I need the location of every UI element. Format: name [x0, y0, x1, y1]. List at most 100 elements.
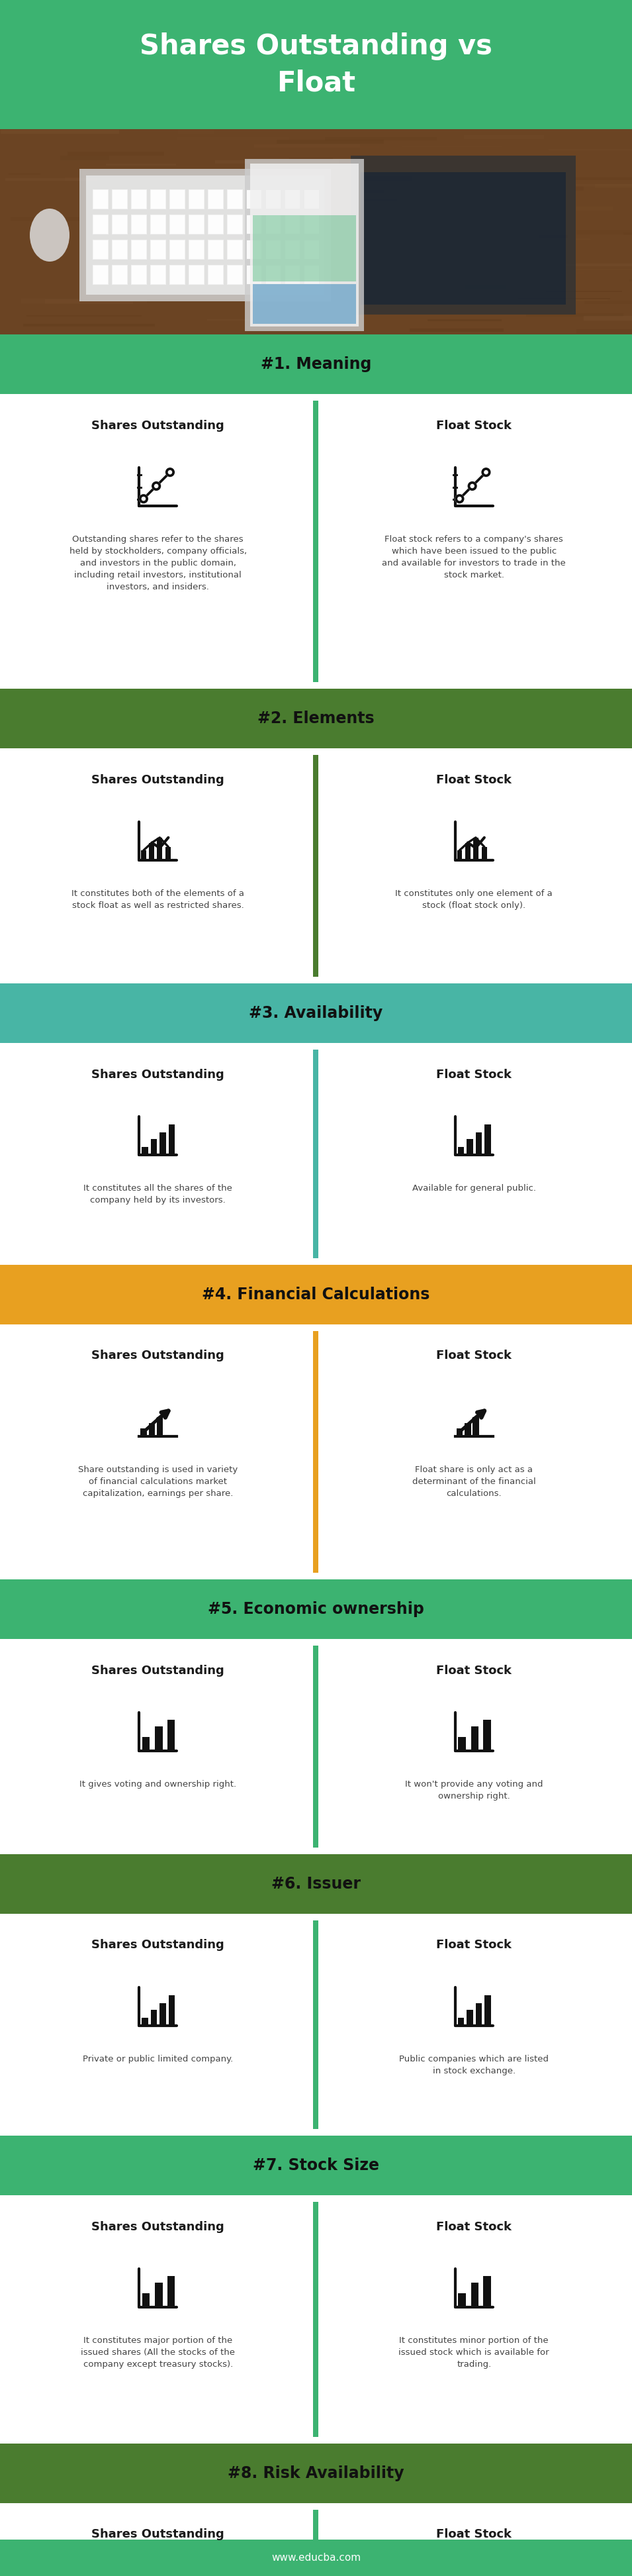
Bar — [209, 265, 223, 283]
Bar — [169, 265, 185, 286]
Bar — [170, 240, 185, 260]
Bar — [208, 214, 224, 234]
Bar — [209, 191, 223, 209]
Bar — [361, 173, 566, 304]
Bar — [209, 240, 223, 260]
Bar — [313, 755, 319, 976]
Text: Shares Outstanding: Shares Outstanding — [92, 420, 224, 430]
Text: #1. Meaning: #1. Meaning — [260, 355, 372, 371]
Bar — [68, 152, 164, 155]
Bar — [170, 265, 185, 283]
Bar — [247, 216, 262, 234]
Bar — [253, 216, 356, 281]
Text: Float Stock: Float Stock — [436, 773, 512, 786]
Bar — [149, 1422, 155, 1435]
Bar — [188, 240, 205, 260]
Bar — [209, 216, 223, 234]
Text: www.educba.com: www.educba.com — [271, 2553, 361, 2563]
Bar — [177, 137, 289, 139]
Circle shape — [469, 482, 476, 489]
Bar — [131, 265, 147, 286]
Bar — [94, 265, 108, 283]
Text: Shares Outstanding: Shares Outstanding — [92, 773, 224, 786]
Bar — [131, 240, 147, 260]
Bar — [112, 191, 127, 209]
Bar — [305, 216, 319, 234]
Bar — [141, 850, 146, 860]
Bar — [170, 191, 185, 209]
Bar — [189, 191, 204, 209]
Bar — [285, 240, 300, 260]
Bar — [452, 185, 584, 191]
Circle shape — [153, 482, 160, 489]
Bar — [284, 214, 300, 234]
Bar — [0, 1638, 632, 1855]
Bar — [565, 183, 632, 185]
Bar — [189, 265, 204, 283]
Bar — [246, 265, 262, 286]
Bar — [208, 265, 224, 286]
Circle shape — [456, 495, 463, 502]
Bar — [188, 191, 205, 209]
Text: It constitutes minor portion of the
issued stock which is available for
trading.: It constitutes minor portion of the issu… — [399, 2336, 549, 2370]
Text: Shares Outstanding vs
Float: Shares Outstanding vs Float — [140, 33, 492, 98]
Text: Private or public limited company.: Private or public limited company. — [83, 2056, 233, 2063]
Bar — [169, 214, 185, 234]
Text: It constitutes major portion of the
issued shares (All the stocks of the
company: It constitutes major portion of the issu… — [81, 2336, 235, 2370]
Bar — [312, 175, 412, 180]
Circle shape — [483, 469, 490, 477]
Bar — [304, 191, 320, 209]
Bar — [0, 394, 632, 688]
Bar — [458, 1146, 464, 1154]
Bar — [150, 240, 166, 260]
Bar — [361, 173, 566, 304]
Bar — [458, 2293, 466, 2308]
Bar — [401, 265, 504, 270]
Bar — [505, 206, 613, 211]
Bar — [284, 240, 300, 260]
Bar — [0, 1855, 632, 1914]
Bar — [313, 1646, 319, 1847]
Bar — [265, 265, 281, 286]
Text: Float Stock: Float Stock — [436, 1940, 512, 1950]
Bar — [266, 191, 281, 209]
Bar — [93, 240, 109, 260]
Bar — [228, 240, 242, 260]
Bar — [150, 214, 166, 234]
Bar — [151, 191, 166, 209]
Bar — [247, 240, 262, 260]
Text: It won't provide any voting and
ownership right.: It won't provide any voting and ownershi… — [405, 1780, 543, 1801]
Bar — [228, 265, 242, 283]
Bar — [284, 191, 300, 209]
Bar — [374, 291, 444, 296]
Text: It constitutes both of the elements of a
stock float as well as restricted share: It constitutes both of the elements of a… — [71, 889, 245, 909]
Circle shape — [140, 495, 147, 502]
Bar — [169, 1123, 175, 1154]
Bar — [451, 206, 487, 211]
Text: Float Stock: Float Stock — [436, 1350, 512, 1363]
Bar — [65, 178, 115, 180]
Bar — [457, 850, 462, 860]
Bar — [1, 129, 119, 134]
Bar — [313, 2509, 319, 2576]
Bar — [167, 2275, 175, 2308]
Bar — [112, 265, 127, 283]
Bar — [112, 216, 127, 234]
Bar — [304, 214, 320, 234]
Text: #4. Financial Calculations: #4. Financial Calculations — [202, 1285, 430, 1303]
Text: Float Stock: Float Stock — [436, 2530, 512, 2540]
Bar — [140, 1430, 147, 1435]
Bar — [228, 216, 242, 234]
Bar — [305, 245, 332, 247]
Bar — [0, 1579, 632, 1638]
Text: Float share is only act as a
determinant of the financial
calculations.: Float share is only act as a determinant… — [412, 1466, 536, 1497]
Circle shape — [167, 469, 174, 477]
Bar — [465, 842, 470, 860]
Bar — [0, 2504, 632, 2576]
Bar — [465, 1422, 471, 1435]
Bar — [228, 191, 242, 209]
Text: It gives voting and ownership right.: It gives voting and ownership right. — [80, 1780, 236, 1788]
Bar — [167, 1721, 175, 1752]
Bar — [485, 1996, 491, 2025]
Bar — [476, 2004, 482, 2025]
